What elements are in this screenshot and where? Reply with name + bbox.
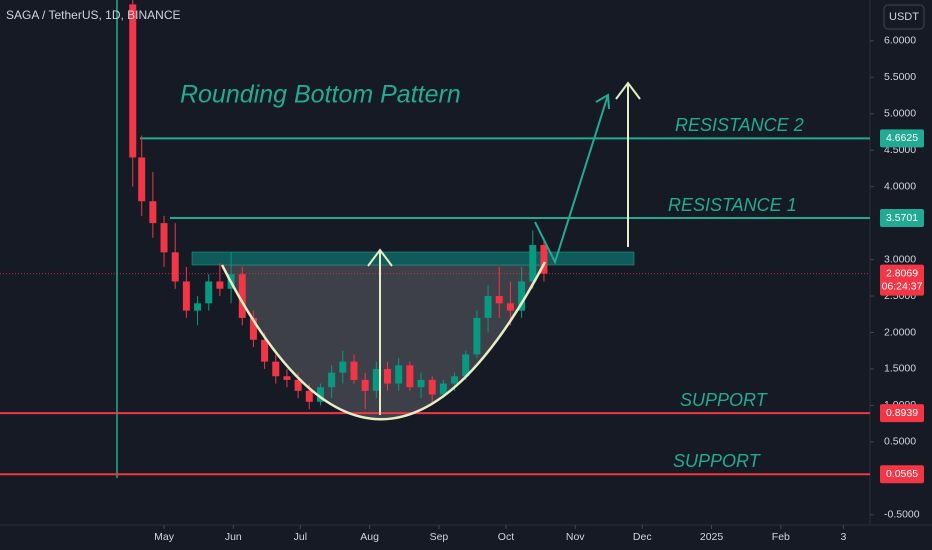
x-tick-label: 3 (840, 531, 846, 543)
y-tick-label: 1.5000 (884, 363, 916, 375)
x-tick-label: Feb (772, 531, 790, 543)
candle-body (216, 281, 224, 289)
y-tick-label: 5.0000 (884, 108, 916, 120)
annotation-over (220, 81, 641, 421)
y-tick-label: 5.5000 (884, 71, 916, 83)
level-price-box (880, 465, 924, 484)
candle-body (462, 354, 470, 377)
candle-body (518, 281, 526, 311)
candle-body (283, 376, 291, 380)
candle-body (194, 303, 202, 311)
candle-body (417, 379, 425, 388)
candle-body (384, 368, 392, 384)
candle-body (316, 387, 324, 402)
y-tick-label: 6.0000 (884, 35, 916, 47)
cup-fill (222, 262, 545, 420)
candle-body (149, 201, 157, 224)
candle-body (428, 379, 436, 395)
candle-body (138, 157, 146, 202)
level-price: 0.8939 (886, 407, 918, 419)
candle-body (540, 245, 548, 274)
breakout-zone (191, 251, 635, 266)
last-price: 2.8069 (886, 267, 918, 279)
candle-body (238, 274, 246, 318)
candle-body (451, 376, 459, 384)
candles (129, 0, 548, 410)
candle-body (261, 339, 269, 362)
x-tick-label: Oct (498, 531, 514, 543)
currency-button[interactable] (883, 4, 925, 30)
x-tick-label: Jul (294, 531, 307, 543)
candle-body (160, 223, 168, 253)
level-name: SUPPORT (673, 451, 762, 471)
level-price: 3.5701 (886, 212, 918, 224)
x-tick-label: Jun (225, 531, 242, 543)
candle-body (495, 296, 503, 304)
path-arrow (534, 93, 610, 265)
y-tick-label: 3.0000 (884, 253, 916, 265)
pattern-title: Rounding Bottom Pattern (180, 81, 461, 109)
x-tick-label: Aug (360, 531, 379, 543)
candle-body (205, 281, 213, 304)
annotation-under (0, 251, 870, 420)
candle-body (395, 365, 403, 384)
levels (0, 137, 870, 476)
candle-body (305, 390, 313, 402)
candle-body (272, 361, 280, 377)
x-tick-label: Nov (566, 531, 585, 543)
y-tick-label: 4.0000 (884, 180, 916, 192)
level-name: RESISTANCE 1 (668, 195, 797, 215)
candle-body (361, 379, 369, 391)
last-price-box (880, 264, 924, 296)
level-price: 0.0565 (886, 468, 918, 480)
symbol-info: SAGA / TetherUS, 1D, BINANCE (6, 8, 181, 22)
candle-body (294, 379, 302, 391)
level-price: 4.6625 (886, 132, 918, 144)
y-tick-label: 0.5000 (884, 436, 916, 448)
currency-label: USDT (889, 11, 919, 23)
candle-body (529, 245, 537, 282)
candle-body (249, 317, 257, 340)
countdown: 06:24:37 (882, 280, 923, 292)
cup-curve (220, 261, 547, 421)
candle-body (339, 361, 347, 373)
candle-body (350, 361, 358, 380)
level-price-box (880, 129, 924, 148)
level-name: RESISTANCE 2 (675, 115, 804, 135)
projection-arrow (615, 81, 641, 247)
candle-body (171, 252, 179, 282)
y-tick-label: -0.5000 (884, 509, 920, 521)
candle-body (406, 365, 414, 388)
candle-body (439, 383, 447, 395)
x-tick-label: May (154, 531, 175, 543)
x-tick-label: Dec (633, 531, 652, 543)
candle-body (328, 372, 336, 388)
level-name: SUPPORT (680, 390, 769, 410)
candle-body (182, 281, 190, 311)
target-arrow (367, 248, 393, 415)
y-tick-label: 2.0000 (884, 326, 916, 338)
level-price-box (880, 404, 924, 423)
level-price-box (880, 209, 924, 228)
candle-body (473, 317, 481, 355)
candle-body (372, 368, 380, 391)
x-tick-label: 2025 (700, 531, 724, 543)
x-tick-label: Sep (430, 531, 449, 543)
candle-body (129, 4, 137, 158)
candle-body (484, 296, 492, 318)
candle-body (506, 303, 514, 311)
